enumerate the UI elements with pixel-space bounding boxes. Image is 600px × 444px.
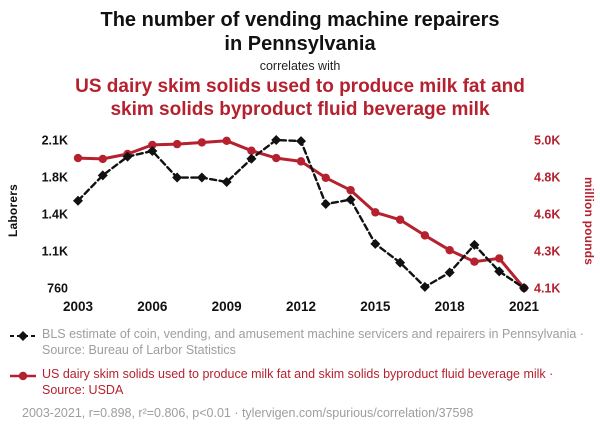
svg-text:2015: 2015 bbox=[360, 299, 391, 314]
legend-item-usda: US dairy skim solids used to produce mil… bbox=[10, 366, 590, 399]
spurious-correlation-card: The number of vending machine repairers … bbox=[0, 8, 600, 444]
left-axis-title: Laborers bbox=[6, 184, 20, 238]
connector-text: correlates with bbox=[259, 59, 341, 73]
svg-text:760: 760 bbox=[47, 281, 68, 295]
svg-text:4.8K: 4.8K bbox=[534, 170, 560, 184]
svg-text:4.3K: 4.3K bbox=[534, 244, 560, 258]
svg-text:4.1K: 4.1K bbox=[534, 281, 560, 295]
footer-stats: 2003-2021, r=0.898, r²=0.806, p<0.01 · t… bbox=[22, 405, 474, 420]
svg-text:2009: 2009 bbox=[212, 299, 242, 314]
svg-text:2012: 2012 bbox=[286, 299, 316, 314]
svg-text:1.4K: 1.4K bbox=[42, 207, 68, 221]
chart-area: Laborers million pounds 2.1K 1.8K 1.4K 1.1K… bbox=[0, 126, 600, 318]
svg-text:2021: 2021 bbox=[509, 299, 540, 314]
right-axis-title: million pounds bbox=[582, 176, 596, 265]
svg-text:1.1K: 1.1K bbox=[42, 244, 68, 258]
svg-text:2003: 2003 bbox=[63, 299, 94, 314]
svg-text:2.1K: 2.1K bbox=[42, 133, 68, 147]
subtitle-red: US dairy skim solids used to produce mil… bbox=[75, 76, 525, 120]
black-dashed-diamond-icon bbox=[10, 330, 36, 341]
svg-text:1.8K: 1.8K bbox=[42, 170, 68, 184]
svg-text:2018: 2018 bbox=[435, 299, 466, 314]
legend-label-usda: US dairy skim solids used to produce mil… bbox=[42, 366, 554, 398]
svg-text:4.6K: 4.6K bbox=[534, 207, 560, 221]
red-line-circle-icon bbox=[10, 371, 36, 380]
legend: BLS estimate of coin, vending, and amuse… bbox=[10, 326, 590, 399]
page-title: The number of vending machine repairers … bbox=[100, 9, 500, 55]
svg-text:5.0K: 5.0K bbox=[534, 133, 560, 147]
svg-text:2006: 2006 bbox=[137, 299, 168, 314]
legend-item-bls: BLS estimate of coin, vending, and amuse… bbox=[10, 326, 590, 359]
legend-label-bls: BLS estimate of coin, vending, and amuse… bbox=[42, 326, 584, 358]
dual-axis-line-chart: 2.1K 1.8K 1.4K 1.1K 760 5.0K 4.8K 4.6K 4.3K 4.1K 2… bbox=[42, 133, 561, 314]
